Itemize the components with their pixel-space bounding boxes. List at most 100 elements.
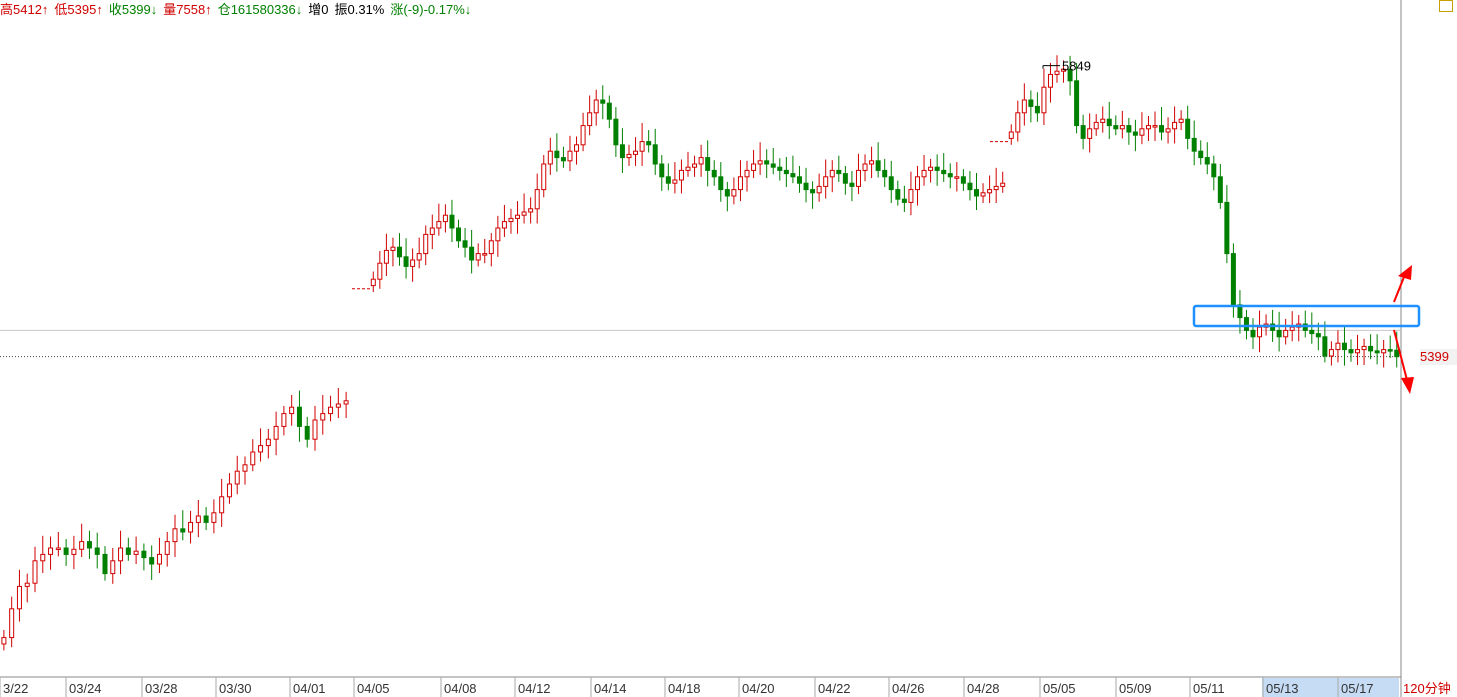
down-arrow-head <box>1401 377 1414 394</box>
period-selector-button[interactable]: 120分钟 <box>1403 681 1451 696</box>
candle-body <box>211 512 217 523</box>
candle-body <box>9 608 15 639</box>
candle-body <box>495 227 501 242</box>
x-tick-label: 04/18 <box>668 681 701 696</box>
x-tick-label: 04/05 <box>357 681 390 696</box>
candle-body <box>24 582 30 587</box>
x-tick-label: 04/22 <box>818 681 851 696</box>
volume-value: 量7558↑ <box>163 2 212 17</box>
candle-body <box>796 176 802 184</box>
candle-body <box>1381 349 1387 354</box>
candle-body <box>731 189 737 197</box>
candle-body <box>954 176 960 179</box>
candle-body <box>1041 86 1047 114</box>
candle-body <box>928 166 934 171</box>
candle-body <box>343 400 349 405</box>
candle-body <box>757 160 763 165</box>
candle-body <box>48 547 54 555</box>
candle-body <box>659 163 665 178</box>
candle-body <box>1178 118 1184 123</box>
candle-body <box>429 227 435 235</box>
x-tick-label: 05/11 <box>1193 681 1225 696</box>
candle-body <box>652 144 658 165</box>
candle-body <box>71 548 77 555</box>
candle-body <box>1217 176 1223 203</box>
peak-label: 5849 <box>1062 59 1091 74</box>
candle-body <box>1145 125 1151 130</box>
candle-body <box>40 553 46 562</box>
candle-body <box>534 189 540 210</box>
candle-body <box>705 157 711 171</box>
candle-body <box>855 169 861 187</box>
candle-body <box>1165 128 1171 133</box>
candle-body <box>528 208 534 213</box>
down-arrow-shaft <box>1393 329 1408 381</box>
change-value: 涨(-9)-0.17%↓ <box>390 2 472 17</box>
candle-body <box>1100 118 1106 123</box>
candle-body <box>619 144 625 159</box>
candle-body <box>987 189 993 194</box>
x-tick-label: 03/30 <box>219 681 252 696</box>
candle-body <box>436 221 442 229</box>
x-tick-label: 04/12 <box>518 681 551 696</box>
candle-body <box>281 413 287 427</box>
candle-body <box>941 169 947 175</box>
candle-body <box>234 470 240 485</box>
candle-body <box>829 169 835 178</box>
candle-body <box>744 169 750 178</box>
candle-body <box>1034 105 1040 114</box>
candle-body <box>541 163 547 191</box>
candle-body <box>63 547 69 555</box>
candle-body <box>626 153 632 159</box>
candle-body <box>55 547 61 550</box>
candle-body <box>869 160 875 165</box>
candle-body <box>1387 349 1393 352</box>
candle-body <box>547 150 553 165</box>
open-interest-value: 仓161580336↓ <box>217 2 303 17</box>
candle-body <box>1322 336 1328 357</box>
candle-body <box>678 169 684 181</box>
candle-body <box>203 515 209 523</box>
candle-body <box>1093 121 1099 130</box>
candle-body <box>1368 345 1374 352</box>
x-tick-label: 05/05 <box>1043 681 1076 696</box>
candle-body <box>320 413 326 421</box>
candle-body <box>737 176 743 191</box>
candle-body <box>875 160 881 171</box>
candle-body <box>462 240 468 248</box>
candle-body <box>1067 68 1073 82</box>
candle-body <box>947 173 953 178</box>
candle-body <box>16 585 22 610</box>
candle-body <box>423 233 429 255</box>
candle-body <box>1341 342 1347 351</box>
candle-body <box>1191 137 1197 152</box>
candle-body <box>32 560 38 584</box>
candle-body <box>1000 182 1006 187</box>
candle-body <box>1172 121 1178 130</box>
candle-body <box>1028 99 1034 107</box>
candle-body <box>242 464 248 472</box>
candle-body <box>770 163 776 168</box>
candle-body <box>1335 342 1341 351</box>
candle-body <box>118 547 124 562</box>
candle-body <box>718 176 724 191</box>
candle-body <box>521 211 527 216</box>
candle-body <box>416 253 422 261</box>
x-tick-label: 3/22 <box>3 681 28 696</box>
candle-body <box>1132 131 1138 136</box>
candle-body <box>397 246 403 258</box>
candle-body <box>1224 201 1230 255</box>
candle-body <box>1361 345 1367 351</box>
window-toggle-icon[interactable] <box>1439 0 1453 12</box>
candle-body <box>1054 70 1060 75</box>
candle-body <box>921 169 927 178</box>
candle-body <box>724 189 730 197</box>
candle-body <box>1328 349 1334 357</box>
candle-body <box>1080 125 1086 139</box>
candle-body <box>1243 317 1249 331</box>
candle-body <box>141 550 147 559</box>
candle-body <box>1230 253 1236 306</box>
candle-body <box>86 541 92 549</box>
candle-body <box>633 150 639 155</box>
candle-body <box>1394 349 1400 358</box>
